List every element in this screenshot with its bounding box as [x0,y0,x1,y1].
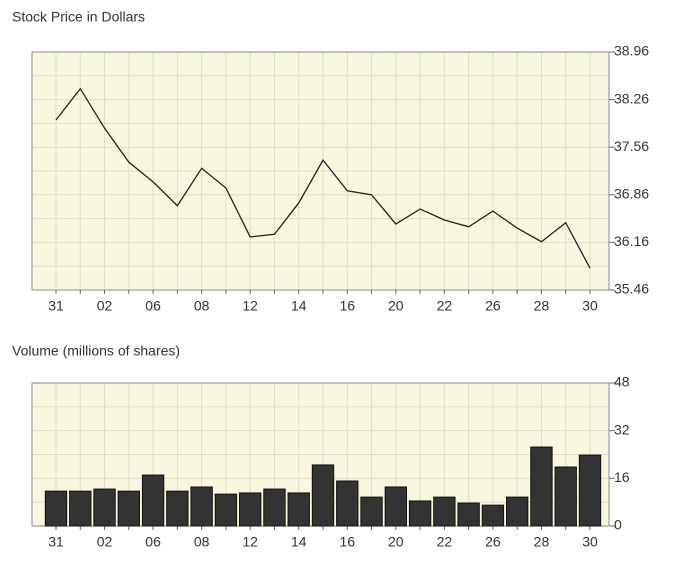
y-tick-label: 38.96 [614,43,649,59]
x-tick-label: 31 [48,534,64,550]
x-tick-label: 26 [485,534,501,550]
x-tick-label: 22 [437,534,453,550]
plot-border [31,51,610,291]
x-tick-label: 12 [242,534,258,550]
x-tick-label: 08 [194,534,210,550]
x-tick-label: 20 [388,298,404,314]
bar [408,500,432,527]
bar [554,466,577,527]
y-tick-label: 38.26 [614,90,649,106]
x-tick-label: 28 [534,298,550,314]
x-tick-label: 16 [339,298,355,314]
bar [433,496,456,527]
x-tick-label: 30 [582,534,598,550]
x-tick-label: 26 [485,298,501,314]
x-tick-label: 14 [291,534,307,550]
bar [141,474,165,527]
price-line [55,87,591,269]
bar [214,493,238,527]
x-tick-label: 02 [97,534,113,550]
y-tick-label: 0 [614,517,622,533]
y-tick-label: 35.46 [614,281,649,297]
x-tick-label: 14 [291,298,307,314]
x-tick-label: 28 [534,534,550,550]
bar [457,502,480,527]
bar [263,488,286,527]
bar [287,492,310,527]
x-tick-label: 16 [339,534,355,550]
bar [117,490,140,527]
x-tick-label: 06 [145,534,161,550]
chart-title: Volume (millions of shares) [12,343,180,359]
bar [44,490,68,527]
x-tick-label: 08 [194,298,210,314]
bar [578,454,602,527]
x-tick-label: 22 [437,298,453,314]
y-tick-label: 32 [614,421,630,437]
chart-title: Stock Price in Dollars [12,9,145,25]
y-tick-label: 36.16 [614,233,649,249]
bar [384,486,407,527]
bar [530,446,553,527]
x-tick-label: 02 [97,298,113,314]
bar [481,504,505,527]
bar [190,486,213,527]
x-tick-label: 12 [242,298,258,314]
bar [311,464,335,527]
bar [506,496,529,527]
bar [93,488,116,527]
x-tick-label: 30 [582,298,598,314]
bar [69,490,92,527]
bar [166,490,189,527]
y-tick-label: 36.86 [614,186,649,202]
x-tick-label: 06 [145,298,161,314]
bar [336,480,359,527]
y-tick-label: 37.56 [614,138,649,154]
bar [239,492,262,527]
x-tick-label: 20 [388,534,404,550]
bar [360,496,383,527]
x-tick-label: 31 [48,298,64,314]
y-tick-label: 48 [614,374,630,390]
y-tick-label: 16 [614,469,630,485]
